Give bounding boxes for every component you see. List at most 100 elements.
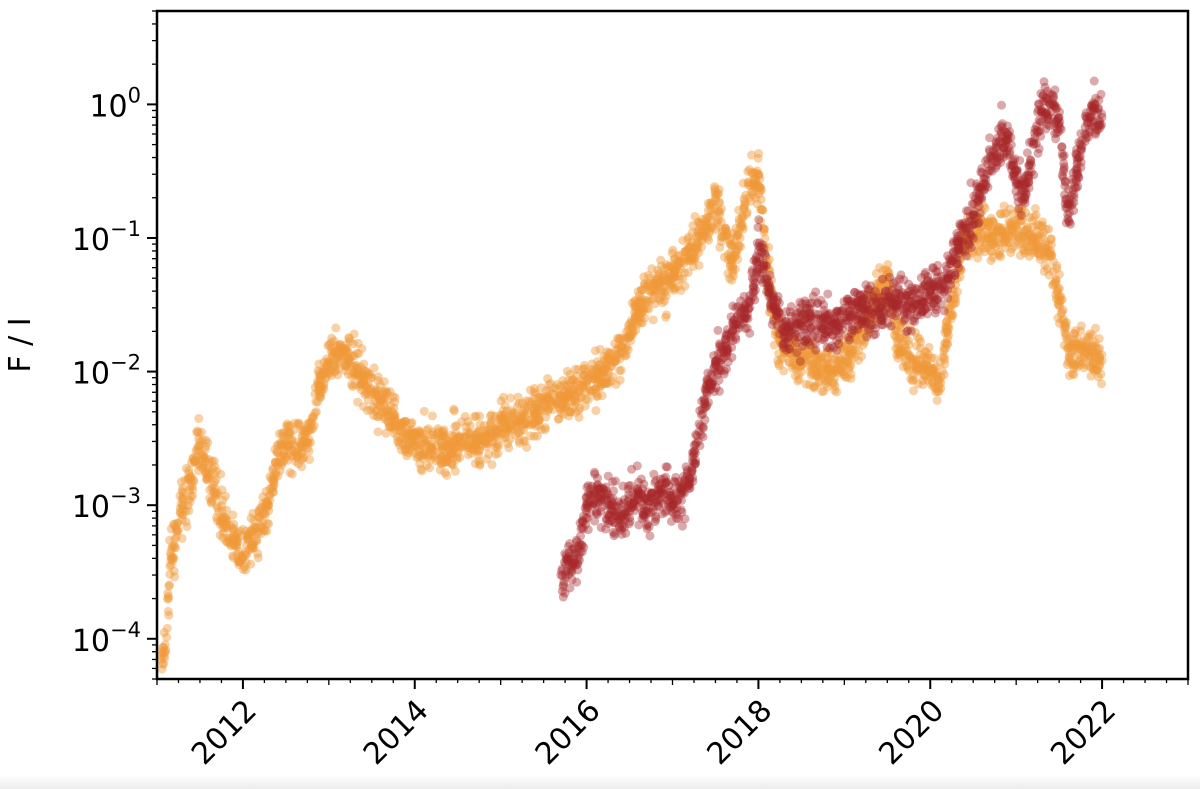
data-point (237, 551, 247, 561)
data-point (254, 513, 264, 523)
data-point (199, 453, 209, 463)
data-point (730, 332, 740, 342)
data-point (321, 368, 331, 378)
data-point (185, 485, 195, 495)
data-point (190, 457, 200, 467)
data-point (318, 370, 328, 380)
data-point (297, 448, 307, 458)
data-point (265, 495, 275, 505)
data-point (217, 515, 227, 525)
data-point (327, 333, 337, 343)
data-point (373, 427, 383, 437)
data-point (212, 490, 222, 500)
data-point (195, 436, 205, 446)
data-point (773, 291, 783, 301)
data-point (187, 458, 197, 468)
data-point (198, 463, 208, 473)
data-point (165, 569, 175, 579)
data-point (164, 610, 174, 620)
data-point (316, 391, 326, 401)
data-point (163, 594, 173, 604)
data-point (285, 468, 295, 478)
data-point (385, 421, 395, 431)
data-point (653, 279, 663, 289)
data-point (217, 512, 227, 522)
data-point (344, 333, 354, 343)
data-point (337, 348, 347, 358)
data-point (914, 334, 924, 344)
data-point (991, 163, 1001, 173)
data-point (943, 330, 953, 340)
data-point (287, 436, 297, 446)
data-point (693, 239, 703, 249)
data-point (514, 399, 524, 409)
data-point (276, 440, 286, 450)
data-point (298, 436, 308, 446)
data-point (582, 482, 592, 492)
data-point (161, 645, 171, 655)
data-point (1016, 210, 1026, 220)
data-point (315, 393, 325, 403)
data-point (342, 345, 352, 355)
data-point (177, 533, 187, 543)
data-point (306, 425, 316, 435)
data-point (685, 483, 695, 493)
data-point (270, 457, 280, 467)
data-point (857, 316, 867, 326)
data-point (1063, 343, 1073, 353)
data-point (249, 543, 259, 553)
data-point (283, 455, 293, 465)
data-point (1031, 210, 1041, 220)
data-point (287, 439, 297, 449)
data-point (241, 540, 251, 550)
data-point (393, 420, 403, 430)
data-point (187, 481, 197, 491)
data-point (385, 387, 395, 397)
data-point (211, 474, 221, 484)
data-point (164, 593, 174, 603)
data-point (306, 417, 316, 427)
data-point (225, 539, 235, 549)
data-point (169, 540, 179, 550)
data-point (290, 418, 300, 428)
data-point (298, 424, 308, 434)
data-point (636, 298, 646, 308)
data-point (269, 477, 279, 487)
data-point (1064, 348, 1074, 358)
data-point (270, 445, 280, 455)
data-point (997, 100, 1007, 110)
data-point (314, 386, 324, 396)
data-point (163, 606, 173, 616)
data-point (796, 356, 806, 366)
data-point (848, 349, 858, 359)
data-point (212, 512, 222, 522)
data-point (246, 541, 256, 551)
data-point (278, 431, 288, 441)
data-point (917, 296, 927, 306)
data-point (223, 533, 233, 543)
data-point (313, 379, 323, 389)
data-point (352, 369, 362, 379)
data-point (238, 565, 248, 575)
data-point (303, 420, 313, 430)
data-point (733, 255, 743, 265)
data-point (943, 293, 953, 303)
data-point (1019, 246, 1029, 256)
data-point (328, 358, 338, 368)
data-point (680, 514, 690, 524)
data-point (705, 226, 715, 236)
data-point (192, 426, 202, 436)
data-point (218, 523, 228, 533)
data-point (341, 366, 351, 376)
data-point (203, 438, 213, 448)
data-point (1052, 263, 1062, 273)
data-point (309, 421, 319, 431)
data-point (209, 456, 219, 466)
data-point (171, 525, 181, 535)
data-point (172, 526, 182, 536)
data-point (349, 367, 359, 377)
data-point (181, 463, 191, 473)
data-point (805, 299, 815, 309)
data-point (279, 442, 289, 452)
data-point (353, 338, 363, 348)
